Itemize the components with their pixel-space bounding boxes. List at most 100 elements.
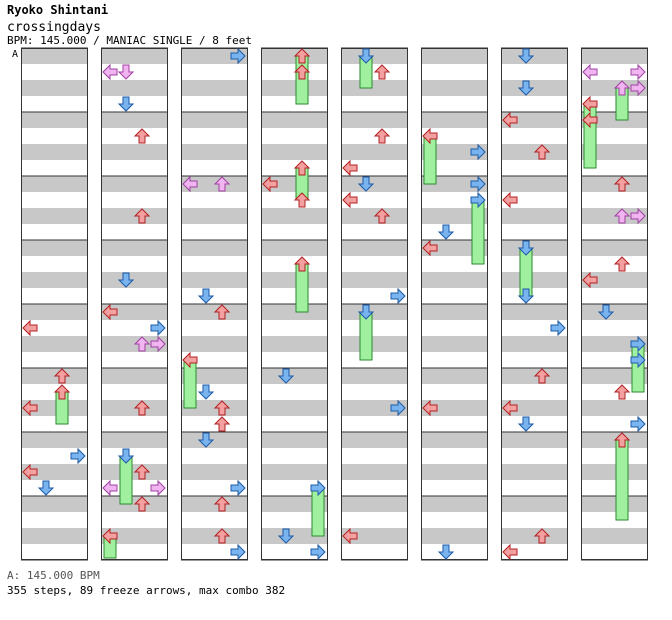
step-arrow xyxy=(70,447,86,465)
artist-name: Ryoko Shintani xyxy=(7,3,109,17)
jump-arrow xyxy=(630,63,646,81)
step-arrow xyxy=(53,384,71,400)
step-arrow xyxy=(533,144,551,160)
step-arrow xyxy=(342,159,358,177)
step-arrow xyxy=(502,111,518,129)
step-arrow xyxy=(310,479,326,497)
segment-label: A xyxy=(12,49,18,60)
step-arrow xyxy=(197,384,215,400)
step-arrow xyxy=(437,544,455,560)
step-arrow xyxy=(133,400,151,416)
step-arrow xyxy=(262,175,278,193)
step-arrow xyxy=(213,416,231,432)
chart-column xyxy=(341,47,408,561)
step-arrow xyxy=(117,272,135,288)
step-arrow xyxy=(22,399,38,417)
step-arrow xyxy=(422,239,438,257)
song-title: crossingdays xyxy=(7,20,101,35)
jump-arrow xyxy=(630,79,646,97)
step-arrow xyxy=(502,191,518,209)
step-arrow xyxy=(357,304,375,320)
step-arrow xyxy=(373,64,391,80)
step-arrow xyxy=(390,399,406,417)
freeze-arrow-tail xyxy=(471,199,485,265)
step-arrow xyxy=(230,479,246,497)
step-arrow xyxy=(197,288,215,304)
step-arrow xyxy=(533,528,551,544)
step-arrow xyxy=(597,304,615,320)
step-arrow xyxy=(630,335,646,353)
step-arrow xyxy=(517,48,535,64)
step-arrow xyxy=(373,128,391,144)
step-arrow xyxy=(470,175,486,193)
step-arrow xyxy=(293,256,311,272)
step-arrow xyxy=(213,304,231,320)
step-arrow xyxy=(613,384,631,400)
step-arrow xyxy=(437,224,455,240)
bpm-difficulty-line: BPM: 145.000 / MANIAC SINGLE / 8 feet xyxy=(7,34,253,47)
chart-column xyxy=(181,47,248,561)
step-arrow xyxy=(22,319,38,337)
step-arrow xyxy=(502,543,518,561)
step-arrow xyxy=(230,47,246,65)
step-arrow xyxy=(582,271,598,289)
step-arrow xyxy=(133,464,151,480)
chart-column xyxy=(261,47,328,561)
step-arrow xyxy=(582,63,598,81)
step-arrow xyxy=(470,143,486,161)
jump-arrow xyxy=(213,176,231,192)
step-arrow xyxy=(517,80,535,96)
step-arrow xyxy=(22,463,38,481)
step-arrow xyxy=(133,336,151,352)
bpm-footer: A: 145.000 BPM xyxy=(7,569,100,582)
step-arrow xyxy=(182,351,198,369)
step-arrow xyxy=(517,416,535,432)
step-arrow xyxy=(213,400,231,416)
step-arrow xyxy=(390,287,406,305)
step-arrow xyxy=(613,208,631,224)
step-arrow xyxy=(582,95,598,113)
step-arrow xyxy=(582,111,598,129)
step-arrow xyxy=(133,208,151,224)
step-arrow xyxy=(422,399,438,417)
step-arrow xyxy=(293,160,311,176)
step-arrow xyxy=(630,415,646,433)
step-arrow xyxy=(613,176,631,192)
jump-arrow xyxy=(630,207,646,225)
step-arrow xyxy=(613,80,631,96)
step-arrow xyxy=(517,288,535,304)
step-arrow xyxy=(53,368,71,384)
step-arrow xyxy=(102,527,118,545)
step-arrow xyxy=(117,64,135,80)
step-arrow xyxy=(213,528,231,544)
chart-column xyxy=(421,47,488,561)
step-arrow xyxy=(502,399,518,417)
step-arrow xyxy=(117,448,135,464)
step-arrow xyxy=(150,479,166,497)
step-stats: 355 steps, 89 freeze arrows, max combo 3… xyxy=(7,584,286,597)
step-arrow xyxy=(422,127,438,145)
step-arrow xyxy=(373,208,391,224)
chart-column xyxy=(21,47,88,561)
step-arrow xyxy=(630,351,646,369)
jump-arrow xyxy=(150,335,166,353)
step-arrow xyxy=(342,527,358,545)
step-arrow xyxy=(133,496,151,512)
step-arrow xyxy=(277,528,295,544)
step-arrow xyxy=(357,176,375,192)
step-arrow xyxy=(293,192,311,208)
freeze-arrow-tail xyxy=(615,439,629,521)
step-arrow xyxy=(37,480,55,496)
step-arrow xyxy=(517,240,535,256)
step-arrow xyxy=(293,64,311,80)
step-arrow xyxy=(613,256,631,272)
step-arrow xyxy=(550,319,566,337)
step-arrow xyxy=(150,319,166,337)
step-arrow xyxy=(470,191,486,209)
step-chart: A xyxy=(12,47,648,561)
step-arrow xyxy=(213,496,231,512)
step-arrow xyxy=(613,432,631,448)
jump-arrow xyxy=(102,479,118,497)
chart-column xyxy=(501,47,568,561)
step-arrow xyxy=(357,48,375,64)
